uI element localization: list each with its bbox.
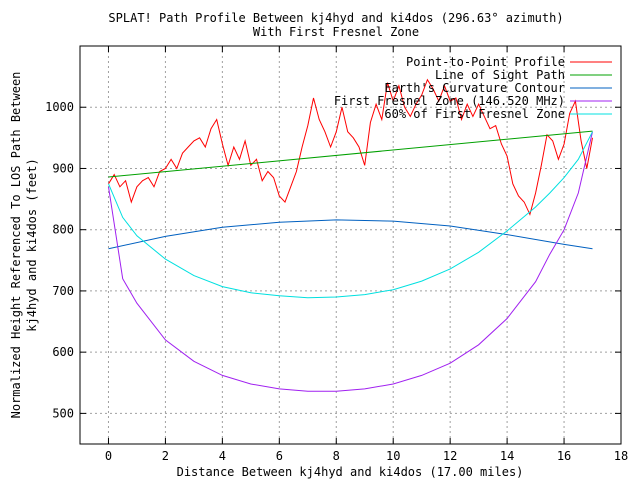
chart-subtitle: With First Fresnel Zone: [253, 25, 419, 39]
y-axis-label-line2: kj4hyd and ki4dos (feet): [25, 158, 39, 331]
x-tick-label: 10: [386, 449, 400, 463]
legend-label-3: First Fresnel Zone (146.520 MHz): [334, 94, 565, 108]
x-axis-ticks: 0 2 4 6 8 10 12 14 16 18: [105, 46, 628, 463]
plot-frame: [79, 45, 622, 445]
y-tick-label: 1000: [45, 100, 74, 114]
x-tick-label: 16: [557, 449, 571, 463]
legend-label-2: Earth's Curvature Contour: [384, 81, 565, 95]
y-tick-label: 800: [52, 223, 74, 237]
x-tick-label: 18: [614, 449, 628, 463]
chart-titles: SPLAT! Path Profile Between kj4hyd and k…: [108, 11, 563, 39]
x-tick-label: 8: [333, 449, 340, 463]
series-line-3: [108, 131, 593, 392]
data-series: [108, 78, 593, 392]
x-tick-label: 6: [276, 449, 283, 463]
grid-lines: [80, 46, 622, 444]
series-line-2: [108, 219, 593, 250]
legend-label-4: 60% of First Fresnel Zone: [384, 107, 565, 121]
legend-label-0: Point-to-Point Profile: [406, 55, 565, 69]
y-tick-label: 700: [52, 284, 74, 298]
x-tick-label: 0: [105, 449, 112, 463]
y-tick-label: 600: [52, 345, 74, 359]
y-tick-label: 500: [52, 406, 74, 420]
x-axis-label: Distance Between kj4hyd and ki4dos (17.0…: [177, 465, 524, 479]
series-line-0: [108, 78, 593, 216]
series-line-4: [108, 131, 593, 299]
x-tick-label: 4: [219, 449, 226, 463]
x-tick-label: 12: [443, 449, 457, 463]
x-tick-label: 2: [162, 449, 169, 463]
legend-label-1: Line of Sight Path: [435, 68, 565, 82]
x-tick-label: 14: [500, 449, 514, 463]
y-axis-label-line1: Normalized Height Referenced To LOS Path…: [9, 72, 23, 419]
chart-title: SPLAT! Path Profile Between kj4hyd and k…: [108, 11, 563, 25]
y-tick-label: 900: [52, 161, 74, 175]
series-line-1: [108, 130, 593, 178]
y-axis-ticks: 500 600 700 800 900 1000: [45, 100, 621, 420]
